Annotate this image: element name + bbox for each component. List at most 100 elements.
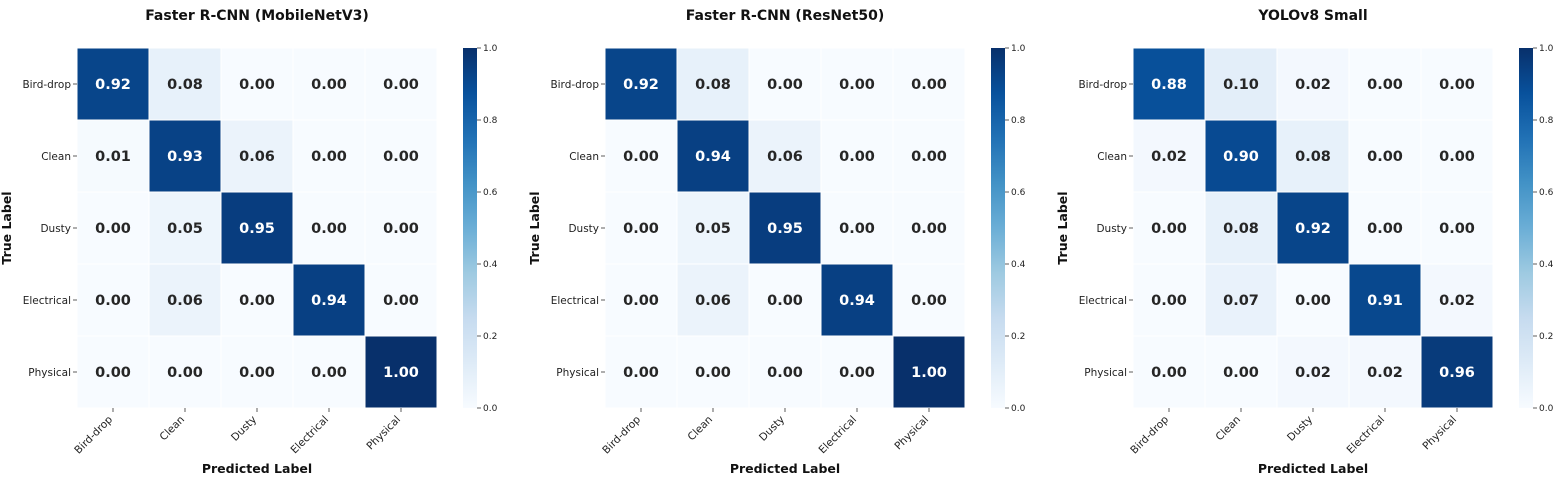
colorbar-tick-label: 0.0 [483,404,498,414]
x-tick-label: Physical [364,414,403,453]
cell-value-label: 0.00 [167,365,203,381]
cell-value-label: 0.00 [239,293,275,309]
cell-value-label: 0.02 [1151,149,1187,165]
x-tick-label: Dusty [1285,414,1315,444]
cell-value-label: 0.00 [239,77,275,93]
cell-value-label: 1.00 [911,365,947,381]
x-axis-title: Predicted Label [730,461,840,476]
colorbar-tick-label: 0.6 [483,188,498,198]
x-tick-label: Physical [892,414,931,453]
cell-value-label: 0.00 [311,221,347,237]
cell-value-label: 0.00 [767,293,803,309]
cell-value-label: 0.00 [95,221,131,237]
cell-value-label: 0.00 [1367,77,1403,93]
cell-value-label: 0.00 [623,293,659,309]
heatmap-cell [1276,119,1350,193]
heatmap-cell [892,119,966,193]
heatmap-cell [292,47,366,121]
cell-value-label: 1.00 [383,365,419,381]
cell-value-label: 0.94 [695,149,731,165]
y-tick-label: Clean [1097,151,1127,163]
heatmap-cell [1348,47,1422,121]
y-tick-label: Electrical [1079,295,1127,307]
colorbar [463,48,477,408]
x-axis-title: Predicted Label [202,461,312,476]
y-tick-label: Bird-drop [22,79,71,91]
heatmap-cell [1420,119,1494,193]
cell-value-label: 0.00 [911,221,947,237]
cell-value-label: 0.00 [1151,221,1187,237]
cell-value-label: 0.07 [1223,293,1259,309]
x-tick-label: Electrical [289,414,332,457]
cell-value-label: 0.00 [383,77,419,93]
heatmap-cell [1132,47,1206,121]
cell-value-label: 0.00 [1439,77,1475,93]
x-tick-label: Electrical [1345,414,1388,457]
x-tick-label: Physical [1420,414,1459,453]
cell-value-label: 0.06 [167,293,203,309]
colorbar-tick-label: 0.4 [1011,260,1026,270]
cell-value-label: 0.00 [311,365,347,381]
heatmap-cell [1420,47,1494,121]
colorbar-tick-label: 0.6 [1539,188,1554,198]
cell-value-label: 0.08 [167,77,203,93]
cell-value-label: 0.01 [95,149,131,165]
x-axis-title: Predicted Label [1258,461,1368,476]
x-tick-label: Clean [686,414,716,444]
cell-value-label: 0.00 [1439,149,1475,165]
cell-value-label: 0.00 [95,365,131,381]
heatmap-cell [364,119,438,193]
heatmap-cell [220,119,294,193]
cell-value-label: 0.00 [839,149,875,165]
heatmap-cell [148,191,222,265]
cell-value-label: 0.00 [311,149,347,165]
colorbar-tick-label: 1.0 [1539,44,1554,54]
y-tick-label: Dusty [568,223,599,235]
heatmap-cell [892,263,966,337]
cell-value-label: 0.00 [911,149,947,165]
colorbar [1519,48,1533,408]
heatmap-cell [748,335,822,409]
cell-value-label: 0.08 [695,77,731,93]
cell-value-label: 0.90 [1223,149,1259,165]
colorbar-tick-label: 1.0 [1011,44,1026,54]
cell-value-label: 0.10 [1223,77,1259,93]
heatmap-cell [292,263,366,337]
heatmap-cell [676,119,750,193]
cell-value-label: 0.00 [383,293,419,309]
heatmap-cell [604,47,678,121]
heatmap-cell [1132,263,1206,337]
cell-value-label: 0.95 [767,221,803,237]
heatmap-cell [1420,263,1494,337]
cell-value-label: 0.00 [1367,221,1403,237]
cell-value-label: 0.91 [1367,293,1403,309]
cell-value-label: 0.93 [167,149,203,165]
heatmap-cell [148,47,222,121]
colorbar [991,48,1005,408]
heatmap-cell [1420,335,1494,409]
heatmap-cell [676,263,750,337]
y-tick-label: Dusty [1096,223,1127,235]
colorbar-tick-label: 0.8 [1011,116,1026,126]
cell-value-label: 0.92 [1295,221,1331,237]
cell-value-label: 0.00 [1223,365,1259,381]
panel-title: YOLOv8 Small [1257,8,1367,24]
heatmap-cell [364,335,438,409]
cell-value-label: 0.00 [911,293,947,309]
cell-value-label: 0.00 [839,365,875,381]
x-tick-label: Electrical [817,414,860,457]
cell-value-label: 0.00 [1367,149,1403,165]
heatmap-cell [1420,191,1494,265]
y-tick-label: Dusty [40,223,71,235]
cell-value-label: 0.00 [623,221,659,237]
heatmap-cell [820,191,894,265]
cell-value-label: 0.96 [1439,365,1475,381]
colorbar-tick-label: 0.8 [483,116,498,126]
heatmap-cell [76,335,150,409]
colorbar-tick-label: 0.4 [483,260,498,270]
cell-value-label: 0.00 [383,221,419,237]
cell-value-label: 0.00 [95,293,131,309]
colorbar-tick-label: 0.4 [1539,260,1554,270]
cell-value-label: 0.00 [695,365,731,381]
cell-value-label: 0.00 [767,365,803,381]
